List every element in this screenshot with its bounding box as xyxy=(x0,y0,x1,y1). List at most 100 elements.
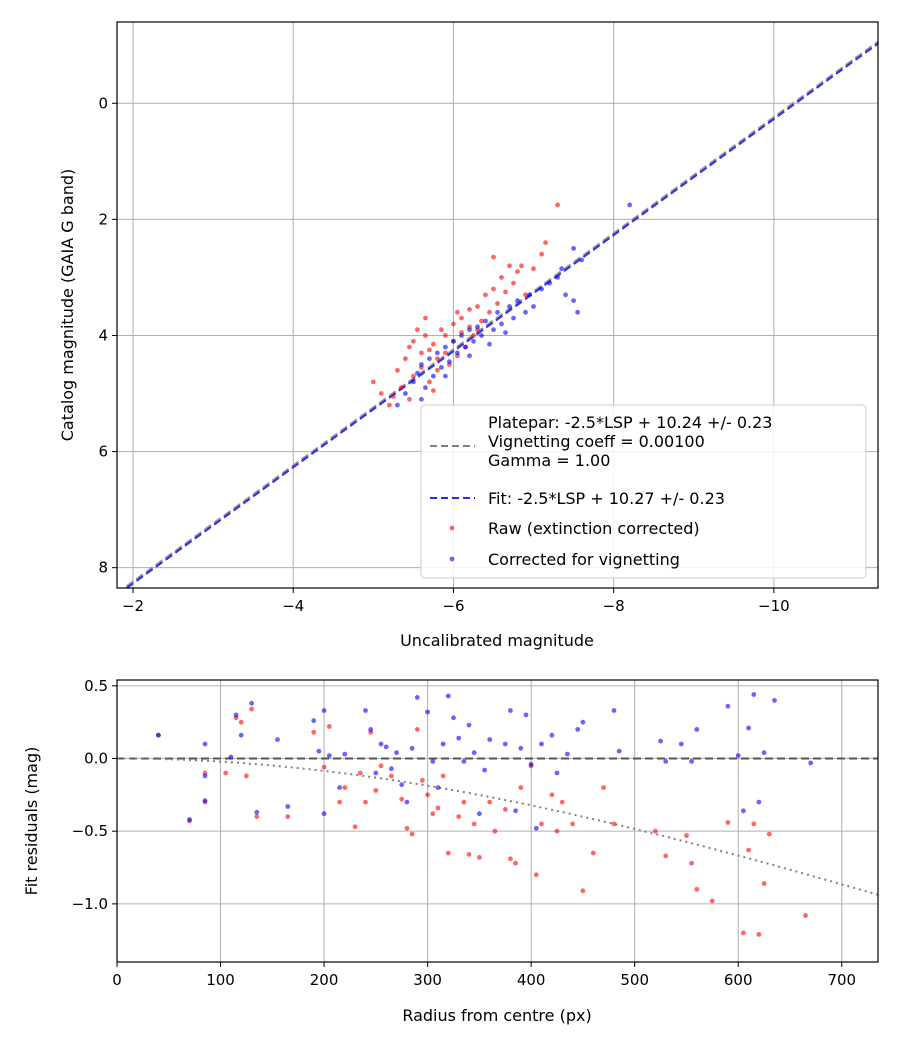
x-tick-label: 500 xyxy=(620,971,649,989)
corrected-point xyxy=(228,754,234,760)
raw-point xyxy=(570,821,575,827)
x-tick-label: −2 xyxy=(122,597,144,615)
top-ticks: −2 −4 −6 −8 −10 0 2 4 6 8 xyxy=(98,94,789,615)
corrected-point xyxy=(479,333,484,338)
raw-point xyxy=(407,396,412,402)
raw-point xyxy=(326,724,332,729)
corrected-point xyxy=(202,798,208,803)
corrected-point xyxy=(627,202,633,208)
raw-point xyxy=(543,240,548,246)
corrected-point xyxy=(555,275,560,280)
raw-point xyxy=(399,796,405,802)
raw-point xyxy=(725,820,731,825)
raw-point xyxy=(539,251,544,257)
y-tick-label: −0.5 xyxy=(72,822,108,840)
raw-point xyxy=(254,814,260,819)
corrected-point xyxy=(409,745,415,751)
y-tick-label: 2 xyxy=(98,210,108,228)
raw-point xyxy=(467,307,472,312)
raw-point xyxy=(419,350,424,356)
raw-point xyxy=(244,773,249,779)
raw-point xyxy=(471,821,477,827)
corrected-point xyxy=(471,338,476,344)
raw-point xyxy=(342,785,348,790)
raw-point xyxy=(519,263,524,269)
top-y-axis-label: Catalog magnitude (GAIA G band) xyxy=(58,169,77,441)
corrected-point xyxy=(563,292,568,298)
legend-raw-marker xyxy=(449,525,455,531)
raw-point xyxy=(684,833,689,838)
raw-point xyxy=(741,930,746,936)
corrected-point xyxy=(487,341,492,347)
corrected-point xyxy=(611,708,617,713)
raw-point xyxy=(803,913,808,918)
corrected-point xyxy=(419,396,424,402)
raw-point xyxy=(590,850,596,856)
raw-point xyxy=(285,814,291,819)
raw-point xyxy=(399,385,404,391)
corrected-point xyxy=(533,825,539,831)
corrected-point xyxy=(575,309,580,315)
corrected-point xyxy=(415,370,420,376)
raw-point xyxy=(404,825,410,831)
corrected-point xyxy=(451,338,456,344)
raw-point xyxy=(409,831,415,837)
corrected-point xyxy=(254,809,260,815)
corrected-point xyxy=(483,318,488,324)
y-tick-label: 6 xyxy=(98,443,108,461)
corrected-point xyxy=(658,738,663,744)
raw-point xyxy=(531,266,536,272)
corrected-point xyxy=(808,760,814,766)
raw-point xyxy=(499,275,504,280)
corrected-point xyxy=(616,748,622,754)
raw-point xyxy=(492,828,498,834)
corrected-point xyxy=(741,808,746,814)
x-tick-label: −8 xyxy=(603,597,625,615)
raw-point xyxy=(238,719,244,725)
corrected-point xyxy=(443,344,448,350)
corrected-point xyxy=(383,744,389,750)
raw-point xyxy=(407,344,412,350)
raw-point xyxy=(459,315,464,321)
raw-point xyxy=(373,788,379,793)
raw-point xyxy=(756,932,762,937)
corrected-point xyxy=(311,718,317,724)
corrected-point xyxy=(461,759,467,764)
corrected-point xyxy=(275,737,280,742)
corrected-point xyxy=(455,350,460,356)
corrected-point xyxy=(482,767,487,773)
corrected-point xyxy=(539,286,544,292)
raw-point xyxy=(423,333,428,338)
corrected-point xyxy=(463,344,468,350)
bottom-data-points xyxy=(156,692,814,937)
corrected-point xyxy=(694,727,700,732)
raw-point xyxy=(554,828,560,834)
corrected-point xyxy=(725,703,731,709)
raw-point xyxy=(420,777,425,783)
x-tick-label: 600 xyxy=(724,971,753,989)
raw-point xyxy=(466,852,472,857)
corrected-point xyxy=(435,350,440,356)
corrected-point xyxy=(440,741,446,747)
corrected-point xyxy=(249,700,255,706)
corrected-point xyxy=(447,359,452,364)
corrected-point xyxy=(761,750,767,756)
raw-point xyxy=(511,280,516,286)
raw-point xyxy=(321,764,327,770)
platepar-line xyxy=(122,40,878,588)
legend-corrected-label: Corrected for vignetting xyxy=(488,550,680,569)
x-tick-label: −6 xyxy=(442,597,464,615)
raw-point xyxy=(435,356,440,362)
corrected-point xyxy=(528,761,534,767)
corrected-point xyxy=(431,373,436,379)
corrected-point xyxy=(403,391,408,396)
raw-point xyxy=(461,799,467,805)
corrected-point xyxy=(423,385,428,391)
corrected-point xyxy=(499,321,504,327)
bottom-ticks: 0 100 200 300 400 500 600 700 0.5 0.0 −0.5 −1.0 xyxy=(72,677,857,989)
legend-corrected-marker xyxy=(449,556,455,562)
corrected-point xyxy=(238,732,244,738)
corrected-point xyxy=(527,292,532,298)
raw-point xyxy=(425,792,430,798)
